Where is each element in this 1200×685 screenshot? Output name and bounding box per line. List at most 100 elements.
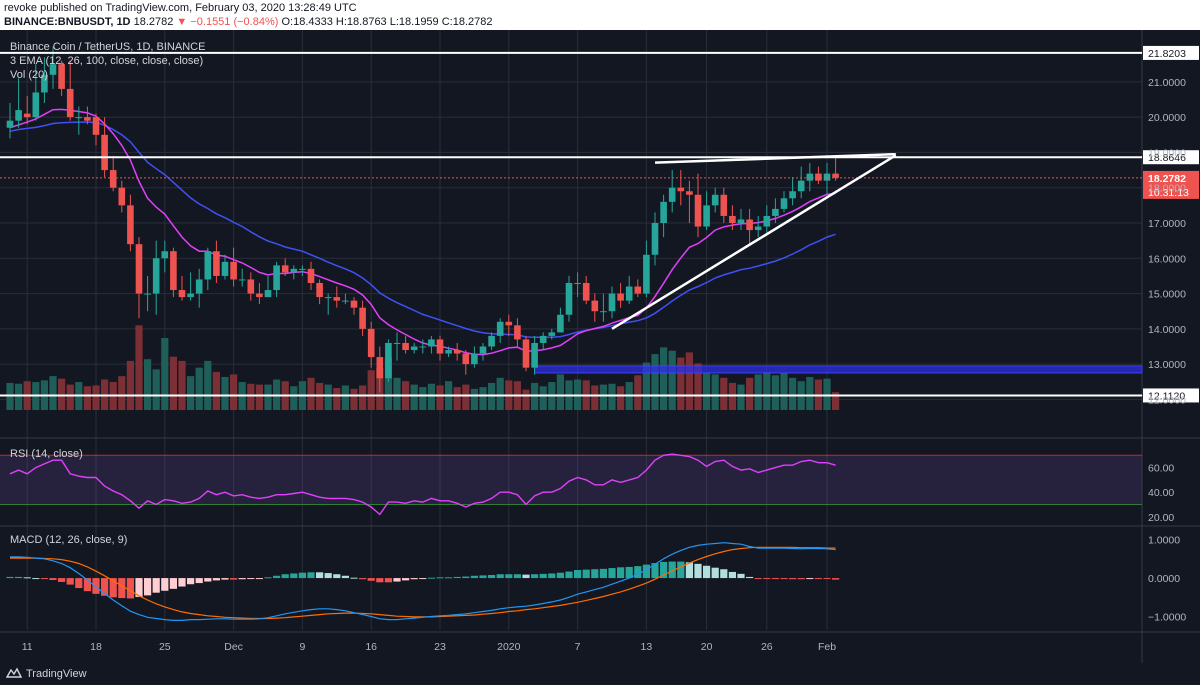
candle-body — [49, 64, 57, 75]
candle-body — [625, 286, 633, 301]
candle-body — [152, 258, 160, 294]
candle-body — [419, 346, 427, 348]
rsi-tick-label: 40.00 — [1148, 487, 1174, 499]
volume-bar — [496, 377, 504, 410]
candle-body — [376, 357, 384, 379]
volume-bar — [617, 386, 625, 410]
candle-body — [41, 74, 48, 93]
macd-histogram-bar — [75, 578, 83, 589]
candle-body — [643, 254, 650, 294]
macd-histogram-bar — [195, 578, 203, 584]
time-tick-label: 9 — [299, 641, 305, 653]
volume-bar — [419, 387, 427, 410]
macd-histogram-bar — [728, 571, 736, 579]
time-tick-label: Dec — [224, 641, 243, 653]
time-tick-label: 23 — [434, 641, 446, 653]
macd-histogram-bar — [462, 576, 470, 579]
volume-bar — [608, 383, 616, 410]
brand-label: TradingView — [26, 668, 87, 680]
chart-title: Binance Coin / TetherUS, 1D, BINANCE — [10, 41, 205, 53]
macd-histogram-bar — [230, 578, 238, 580]
rsi-pane: 60.00 40.00 20.00 — [0, 453, 1174, 524]
candle-body — [557, 314, 564, 333]
rsi-line — [9, 453, 836, 516]
candle-body — [686, 191, 693, 195]
volume-bar — [350, 388, 358, 410]
macd-histogram-bar — [582, 569, 590, 579]
candle-body — [677, 187, 685, 192]
volume-bar — [92, 385, 100, 410]
macd-histogram-bar — [109, 578, 117, 598]
candle-body — [600, 311, 607, 313]
candle-body — [668, 187, 676, 202]
macd-histogram-bar — [771, 578, 779, 580]
candle-body — [393, 342, 401, 344]
volume-bar — [230, 374, 238, 410]
macd-histogram-bar — [522, 574, 530, 579]
horizontal-levels[interactable]: 21.8203 18.8646 12.1120 18.2782 10:31:13 — [0, 45, 1199, 403]
volume-bar — [462, 384, 470, 410]
macd-histogram-bar — [126, 578, 134, 599]
time-tick-label: 20 — [701, 641, 713, 653]
macd-histogram-bar — [668, 561, 676, 579]
time-tick-label: 2020 — [497, 641, 521, 653]
chart-canvas[interactable]: 21.8203 18.8646 12.1120 18.2782 10:31:13 60.… — [0, 30, 1200, 663]
macd-histogram-bar — [135, 578, 143, 597]
macd-histogram-bar — [617, 567, 625, 579]
macd-histogram-bar — [341, 575, 349, 579]
candle-body — [281, 265, 289, 273]
macd-histogram-bar — [316, 572, 324, 579]
candle-body — [471, 353, 478, 365]
volume-bar — [49, 376, 57, 410]
candle-body — [402, 342, 409, 351]
candle-body — [333, 297, 341, 301]
macd-histogram-bar — [58, 578, 66, 582]
macd-histogram-bar — [92, 578, 100, 594]
candle-body — [514, 325, 521, 340]
volume-bar — [83, 386, 91, 410]
grid-lines — [0, 30, 1200, 663]
time-tick-label: 11 — [22, 641, 33, 653]
macd-histogram-bar — [367, 578, 375, 581]
candle-body — [92, 117, 100, 135]
volume-bar — [264, 384, 272, 410]
volume-bar — [66, 384, 74, 410]
volume-bar — [737, 384, 745, 410]
volume-bar — [187, 376, 195, 410]
candle-body — [703, 205, 710, 227]
candle-body — [187, 293, 194, 298]
macd-histogram-bar — [247, 578, 255, 580]
candle-body — [729, 215, 736, 223]
macd-histogram-bar — [40, 578, 48, 580]
candle-body — [720, 194, 728, 216]
candle-body — [316, 282, 323, 298]
macd-histogram-bar — [642, 564, 650, 579]
candle-body — [436, 339, 444, 354]
time-tick-label: 25 — [159, 641, 171, 653]
macd-histogram-bar — [427, 577, 435, 579]
volume-bar — [677, 357, 685, 410]
macd-histogram-bar — [436, 577, 444, 579]
volume-bar — [58, 378, 66, 410]
candles[interactable] — [6, 46, 839, 393]
wedge-trendlines[interactable] — [611, 152, 897, 330]
macd-histogram-bar — [298, 572, 306, 579]
chart-area[interactable]: 21.8203 18.8646 12.1120 18.2782 10:31:13 60.… — [0, 30, 1200, 663]
candle-body — [247, 279, 255, 294]
macd-tick-label: −1.0000 — [1148, 612, 1186, 624]
volume-bar — [470, 388, 478, 410]
volume-bar — [393, 377, 401, 410]
candle-body — [746, 219, 753, 231]
candle-body — [797, 180, 805, 192]
volume-bar — [720, 377, 728, 410]
candle-body — [324, 297, 332, 299]
volume-bar — [832, 392, 840, 410]
volume-bar — [539, 386, 547, 410]
candle-body — [109, 170, 117, 188]
candle-body — [84, 117, 91, 121]
candle-body — [617, 293, 624, 301]
macd-histogram-bar — [290, 573, 298, 579]
macd-histogram-bar — [531, 574, 539, 579]
candle-body — [591, 300, 599, 312]
volume-bar — [556, 374, 564, 410]
